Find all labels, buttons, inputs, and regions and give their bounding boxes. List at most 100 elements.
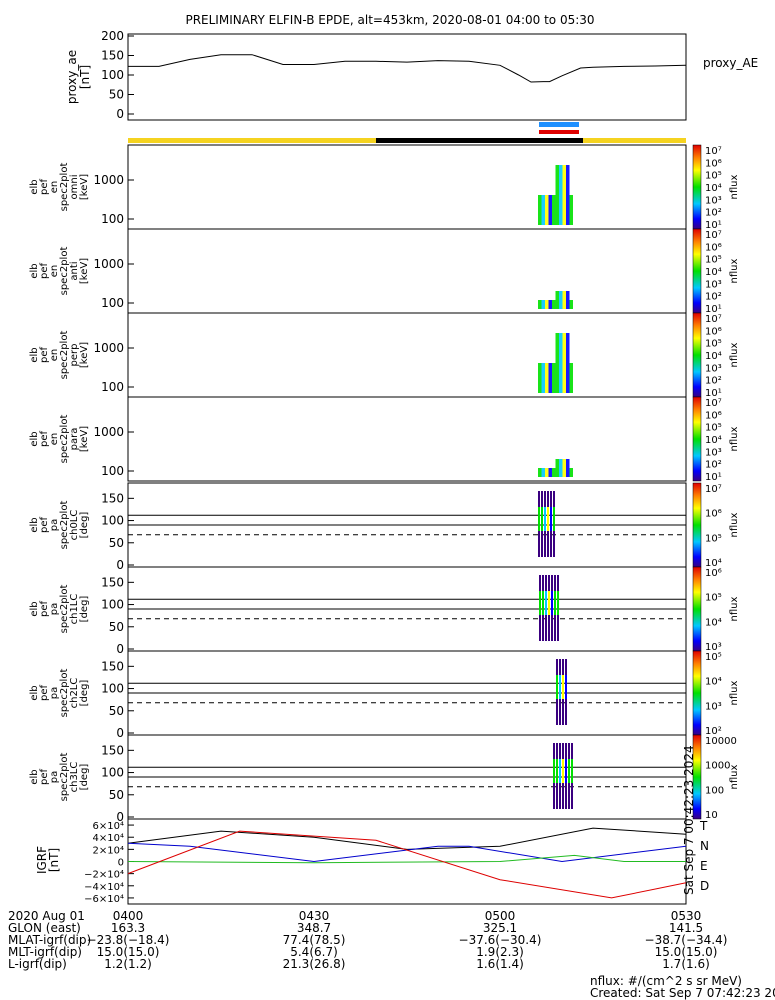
proxy-ae-legend: proxy_AE bbox=[703, 56, 758, 70]
panel-ylabel-line: spec2plot bbox=[59, 247, 70, 296]
proxy-ae-ylabel: proxy_ae [nT] bbox=[65, 50, 92, 104]
ae-ytick-label: 0 bbox=[116, 107, 124, 121]
spectrogram-cell bbox=[569, 195, 573, 225]
spectrogram-cell bbox=[559, 291, 563, 309]
spectrogram-cell bbox=[541, 363, 545, 393]
igrf-legend-E: E bbox=[700, 859, 708, 873]
igrf-ytick-label: 2×10⁴ bbox=[93, 845, 124, 856]
spectrogram-cell bbox=[548, 195, 552, 225]
panel-ylabel-line: pef bbox=[39, 347, 50, 364]
panel-ylabel-line: elb bbox=[29, 517, 40, 532]
spectrogram-data bbox=[538, 491, 555, 557]
colorbar-tick: 10⁴ bbox=[705, 435, 722, 446]
spectrogram-cell bbox=[548, 300, 552, 309]
ae-ytick-label: 200 bbox=[101, 29, 124, 43]
spectrogram-cell bbox=[565, 675, 567, 699]
ytick-label: 100 bbox=[101, 296, 124, 310]
colorbar bbox=[692, 228, 702, 314]
footer-row-label: GLON (east) bbox=[8, 921, 81, 935]
igrf-ytick-label: −2×10⁴ bbox=[84, 870, 124, 881]
footer-row-label: MLAT-igrf(dip) bbox=[8, 933, 91, 947]
colorbar bbox=[692, 144, 702, 230]
ytick-label: 100 bbox=[101, 380, 124, 394]
spectrogram-cell bbox=[559, 333, 563, 393]
proxy-ae-panel: 200 150 100 50 0 proxy_AE proxy_ae [nT] bbox=[65, 29, 758, 121]
spectrogram-cell bbox=[566, 165, 570, 225]
igrf-ytick-label: 4×10⁴ bbox=[93, 833, 124, 844]
yellow-bar-right bbox=[583, 138, 686, 143]
spectrogram-cell bbox=[571, 759, 573, 783]
panel-frame bbox=[127, 228, 687, 314]
spectrogram-cell bbox=[545, 195, 549, 225]
spectrogram-cell bbox=[545, 591, 547, 615]
ytick-label: 1000 bbox=[93, 425, 124, 439]
colorbar-tick: 10⁷ bbox=[705, 146, 722, 157]
ytick-label: 0 bbox=[116, 558, 124, 572]
colorbar-tick: 10³ bbox=[705, 363, 722, 374]
panel-ylabel-line: spec2plot bbox=[59, 331, 70, 380]
panel-ylabel-line: ch3LC bbox=[69, 762, 80, 793]
ytick-label: 100 bbox=[101, 682, 124, 696]
footer-table: 2020 Aug 01 0400 0430 0500 0530 GLON (east) 16… bbox=[8, 909, 727, 971]
panel-ylabel-line: [keV] bbox=[79, 426, 90, 452]
colorbar-label: nflux bbox=[729, 596, 740, 621]
spectrogram-cell bbox=[548, 591, 550, 615]
colorbar-tick: 10⁵ bbox=[705, 171, 722, 182]
spectrogram-panels: elb pef en spec2plot omni [keV] 100010010⁷10⁶1… bbox=[29, 144, 740, 824]
colorbar-tick: 100 bbox=[705, 785, 724, 796]
panel-ylabel-line: pef bbox=[39, 263, 50, 280]
footer-row-value: 1.6(1.4) bbox=[476, 957, 524, 971]
igrf-ytick-label: −6×10⁴ bbox=[84, 894, 124, 905]
ytick-label: 150 bbox=[101, 743, 124, 757]
spectrogram-cell bbox=[548, 468, 552, 477]
footer-row-label: 2020 Aug 01 bbox=[8, 909, 85, 923]
igrf-legend-N: N bbox=[700, 839, 709, 853]
panel-ylabel-line: pa bbox=[49, 603, 60, 615]
spectrogram-cell bbox=[552, 363, 556, 393]
footer-row-value: 325.1 bbox=[483, 921, 517, 935]
footer-row-value: 348.7 bbox=[297, 921, 331, 935]
ytick-label: 150 bbox=[101, 491, 124, 505]
status-bars bbox=[128, 122, 686, 143]
spectrogram-cell bbox=[538, 300, 542, 309]
spectrogram-cell bbox=[538, 507, 540, 531]
footer-row-value: −38.7(−34.4) bbox=[645, 933, 728, 947]
colorbar-tick: 10⁵ bbox=[705, 533, 722, 544]
panel-ylabel-line: spec2plot bbox=[59, 163, 70, 212]
colorbar-tick: 10⁶ bbox=[705, 326, 722, 337]
spectrogram-cell bbox=[552, 468, 556, 477]
ytick-label: 50 bbox=[109, 704, 124, 718]
proxy-ae-yticks: 200 150 100 50 0 bbox=[101, 29, 134, 121]
spectrogram-cell bbox=[545, 300, 549, 309]
ytick-label: 0 bbox=[116, 810, 124, 824]
panel-ylabel-line: [keV] bbox=[79, 342, 90, 368]
spectrogram-cell bbox=[566, 459, 570, 477]
ytick-label: 0 bbox=[116, 642, 124, 656]
ae-ylabel-line: [nT] bbox=[78, 65, 92, 89]
panel-ylabel-line: perp bbox=[69, 344, 80, 367]
spectrogram-cell bbox=[562, 759, 564, 783]
ytick-label: 1000 bbox=[93, 257, 124, 271]
panel-ylabel-line: pef bbox=[39, 179, 50, 196]
side-stamp: Sat Sep 7 00:42:23 2024 bbox=[682, 745, 696, 895]
panel-ylabel-line: [keV] bbox=[79, 174, 90, 200]
panel-ylabel-line: elb bbox=[29, 685, 40, 700]
spectrogram-cell bbox=[557, 591, 559, 615]
colorbar bbox=[692, 396, 702, 482]
colorbar-tick: 10000 bbox=[705, 736, 737, 747]
spectrogram-cell bbox=[539, 591, 541, 615]
footer-row-value: −37.6(−30.4) bbox=[459, 933, 542, 947]
panel-ylabel-line: elb bbox=[29, 347, 40, 362]
colorbar-tick: 10³ bbox=[705, 195, 722, 206]
panel-ylabel-line: pa bbox=[49, 519, 60, 531]
panel-ylabel-line: para bbox=[69, 428, 80, 451]
spectrogram-cell bbox=[555, 291, 559, 309]
spectrogram-cell bbox=[554, 591, 556, 615]
colorbar-label: nflux bbox=[729, 426, 740, 451]
ytick-label: 50 bbox=[109, 536, 124, 550]
ytick-label: 150 bbox=[101, 659, 124, 673]
spectrogram-cell bbox=[538, 363, 542, 393]
